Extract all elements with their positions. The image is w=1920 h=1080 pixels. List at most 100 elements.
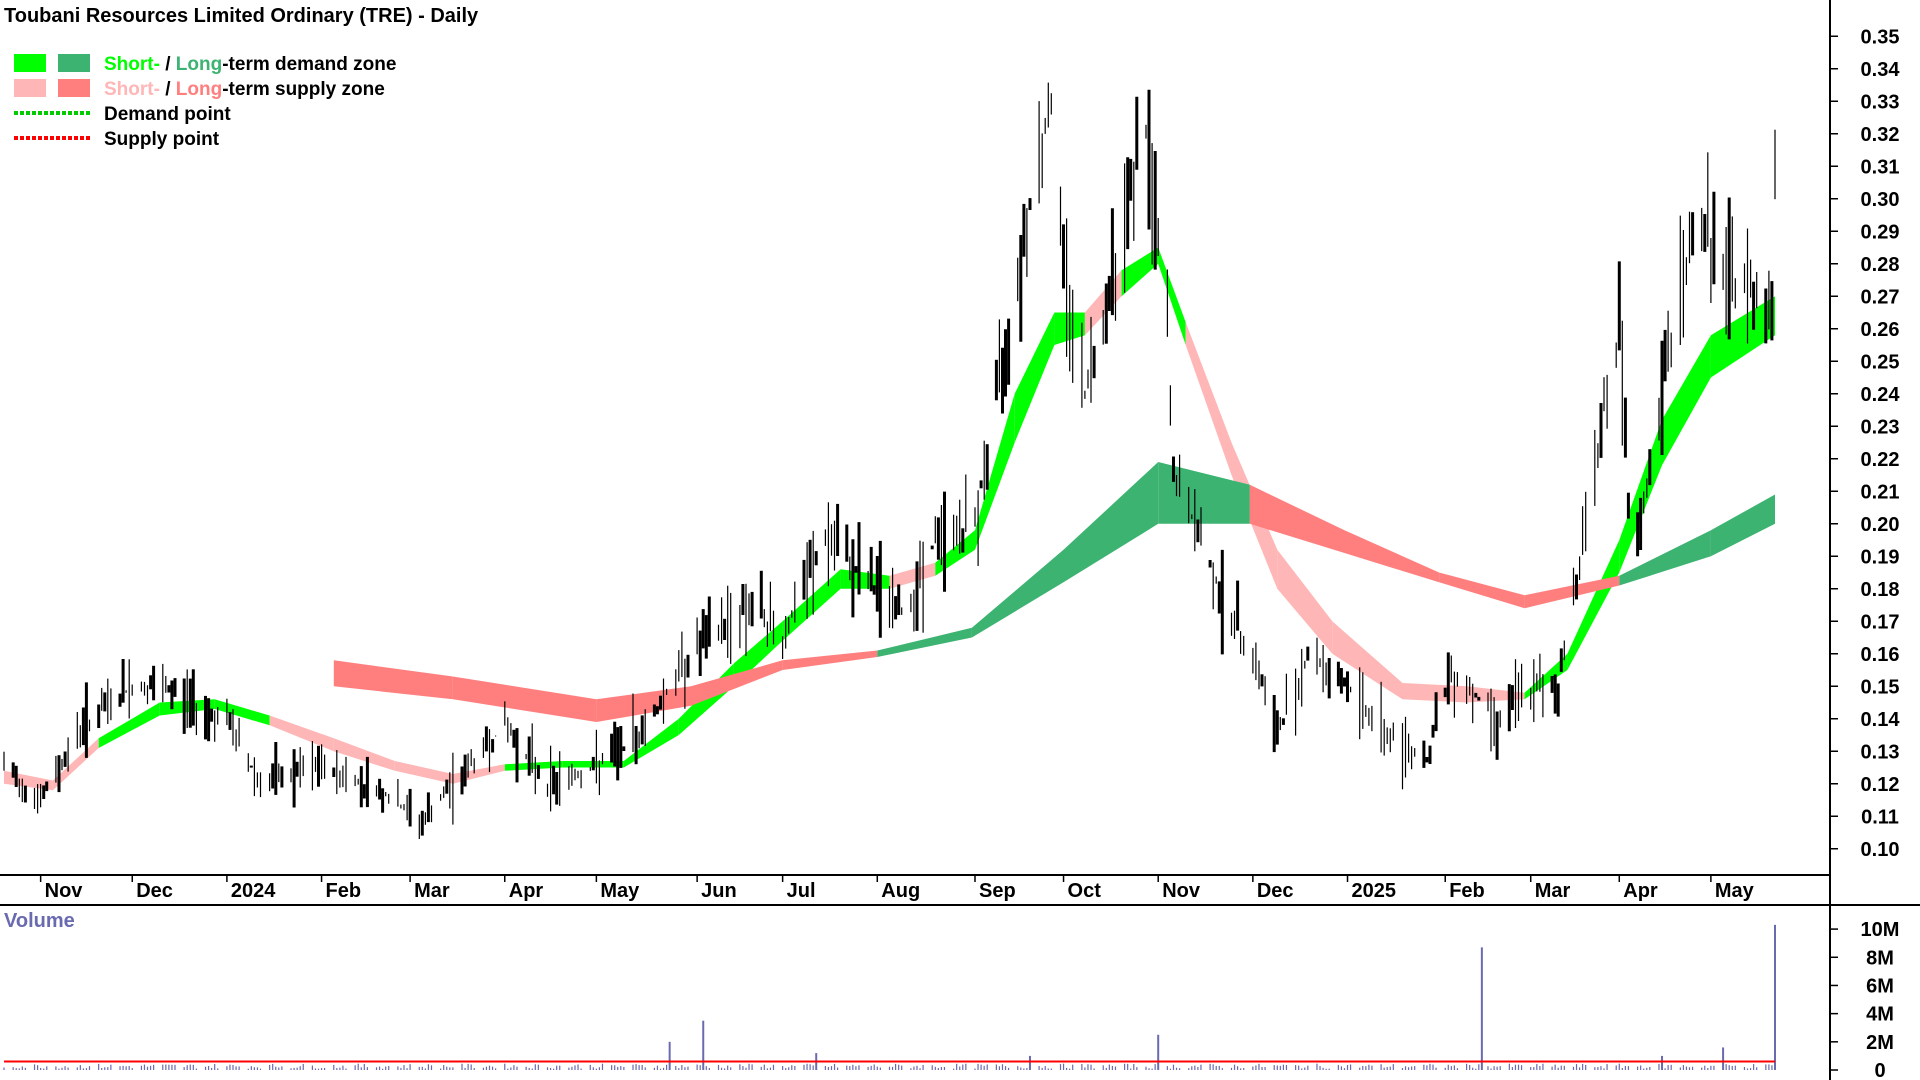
price-y-tick-label: 0.29: [1861, 221, 1900, 243]
long-zone-segment: [1439, 572, 1525, 609]
date-x-tick-label: Apr: [509, 880, 544, 902]
long-zone-segment: [1344, 530, 1440, 583]
price-y-tick-label: 0.27: [1861, 286, 1900, 308]
legend-swatch-long: [58, 79, 90, 97]
short-zone-segment: [1277, 549, 1333, 654]
price-y-tick-label: 0.23: [1861, 416, 1900, 438]
legend-label-part: -term demand zone: [222, 54, 396, 75]
price-y-tick-label: 0.14: [1861, 709, 1901, 731]
volume-y-ticks: 0 2M 4M 6M 8M 10M: [1830, 919, 1899, 1080]
legend-label: Demand point: [104, 104, 231, 125]
legend-label-part: -term supply zone: [222, 79, 385, 100]
short-zone-segment: [1121, 247, 1159, 297]
short-zone-segment: [1158, 247, 1186, 345]
price-y-tick-label: 0.32: [1861, 124, 1900, 146]
volume-y-tick-label: 2M: [1866, 1032, 1894, 1054]
short-zone-segment: [1619, 419, 1662, 573]
short-zone-segment: [333, 738, 395, 771]
long-zone-segment: [333, 660, 453, 700]
short-zone-segment: [214, 699, 270, 726]
price-y-tick-label: 0.17: [1861, 611, 1900, 633]
price-y-tick-label: 0.28: [1861, 254, 1900, 276]
long-zone-segment: [1619, 530, 1711, 586]
price-y-tick-label: 0.26: [1861, 319, 1900, 341]
long-zone-segment: [691, 660, 783, 706]
legend-label: Supply point: [104, 129, 220, 150]
price-y-tick-label: 0.25: [1861, 351, 1900, 373]
legend-label-part: Short-: [104, 79, 160, 100]
date-x-tick-label: Oct: [1068, 880, 1102, 902]
long-zone-segment: [782, 650, 878, 670]
long-zone-segment: [596, 686, 691, 722]
price-y-tick-label: 0.34: [1861, 59, 1901, 81]
price-y-tick-label: 0.20: [1861, 514, 1900, 536]
date-x-tick-label: Mar: [414, 880, 450, 902]
short-zone-segment: [1524, 653, 1568, 700]
price-y-tick-label: 0.18: [1861, 579, 1900, 601]
legend-label-part: Supply point: [104, 129, 220, 150]
short-zone-segment: [504, 761, 563, 771]
short-zone-segment: [1662, 335, 1711, 466]
date-x-ticks: Nov Dec 2024 Feb Mar Apr May Jun Jul Aug Sep Oct Nov…: [39, 875, 1755, 902]
long-zone-segment: [1524, 575, 1620, 609]
price-y-tick-label: 0.16: [1861, 644, 1900, 666]
date-x-tick-label: Mar: [1535, 880, 1571, 902]
long-zone-segment: [1710, 494, 1775, 557]
price-bars: [3, 82, 1776, 839]
long-zone-segment: [1158, 462, 1250, 524]
price-y-tick-label: 0.19: [1861, 546, 1900, 568]
legend-label-part: /: [160, 79, 176, 100]
legend-label-part: /: [160, 54, 176, 75]
legend-label: Short- / Long-term supply zone: [104, 79, 385, 100]
date-x-tick-label: Jul: [787, 880, 816, 902]
short-zone-segment: [840, 569, 890, 589]
price-y-tick-label: 0.31: [1861, 156, 1900, 178]
volume-label: Volume: [4, 910, 75, 932]
short-zone-segment: [1332, 621, 1403, 700]
price-y-tick-label: 0.35: [1861, 26, 1900, 48]
date-x-tick-label: Nov: [1162, 880, 1201, 902]
price-y-tick-label: 0.22: [1861, 449, 1900, 471]
short-zone-segment: [1014, 312, 1055, 443]
legend-swatch-short: [14, 54, 46, 72]
legend-swatch-long: [58, 54, 90, 72]
legend-label-part: Long: [176, 79, 222, 100]
legend-label-part: Short-: [104, 54, 160, 75]
volume-y-tick-label: 4M: [1866, 1004, 1894, 1026]
volume-bars: [3, 924, 1776, 1070]
long-term-zone-band: [333, 462, 1775, 722]
date-x-tick-label: Sep: [979, 880, 1016, 902]
short-zone-segment: [1567, 540, 1620, 670]
long-zone-segment: [452, 676, 597, 722]
date-x-tick-label: Dec: [136, 880, 173, 902]
date-x-tick-label: Dec: [1257, 880, 1294, 902]
date-x-tick-label: May: [600, 880, 640, 902]
price-y-tick-label: 0.30: [1861, 189, 1900, 211]
long-zone-segment: [1249, 484, 1345, 553]
price-y-tick-label: 0.13: [1861, 741, 1900, 763]
long-zone-segment: [877, 627, 972, 657]
short-zone-segment: [975, 393, 1015, 550]
price-y-tick-label: 0.15: [1861, 676, 1900, 698]
date-x-tick-label: Feb: [1449, 880, 1485, 902]
short-zone-segment: [889, 562, 936, 589]
short-zone-segment: [1402, 683, 1467, 703]
price-y-ticks: 0.10 0.11 0.12 0.13 0.14 0.15 0.16 0.17 0.18 0.19…: [1830, 26, 1900, 861]
date-x-tick-label: May: [1715, 880, 1755, 902]
price-y-tick-label: 0.21: [1861, 481, 1900, 503]
date-x-tick-label: Apr: [1623, 880, 1658, 902]
volume-y-tick-label: 0: [1874, 1060, 1885, 1080]
volume-y-tick-label: 6M: [1866, 975, 1894, 997]
volume-y-tick-label: 8M: [1866, 947, 1894, 969]
date-x-tick-label: 2025: [1352, 880, 1397, 902]
short-zone-segment: [733, 621, 783, 687]
long-zone-segment: [971, 549, 1064, 638]
short-zone-segment: [623, 718, 679, 768]
chart-title: Toubani Resources Limited Ordinary (TRE)…: [4, 5, 479, 27]
legend-swatch-short: [14, 79, 46, 97]
price-y-tick-label: 0.10: [1861, 839, 1900, 861]
price-y-tick-label: 0.24: [1861, 384, 1901, 406]
legend-label: Short- / Long-term demand zone: [104, 54, 396, 75]
